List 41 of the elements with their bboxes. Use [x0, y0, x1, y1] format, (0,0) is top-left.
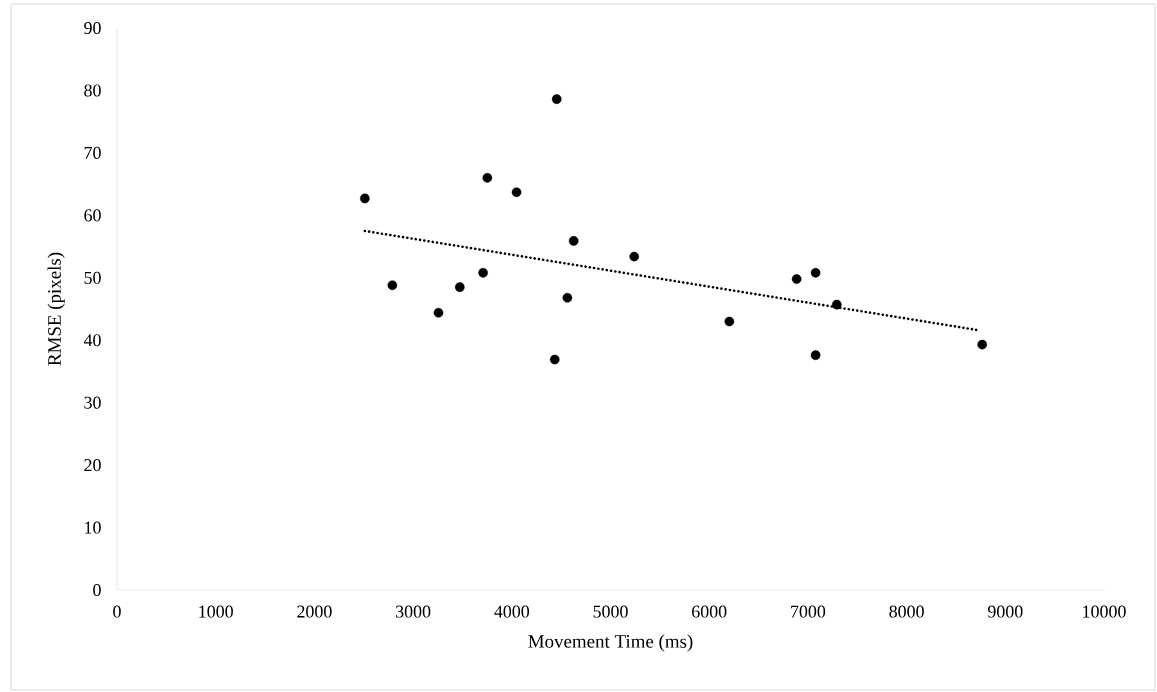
y-tick-label: 50	[84, 271, 101, 284]
point	[551, 94, 562, 104]
x-tick-label: 3000	[396, 605, 431, 618]
point	[482, 173, 493, 183]
point	[791, 274, 802, 284]
x-tick-label: 2000	[297, 605, 332, 618]
point	[810, 350, 821, 360]
point	[629, 251, 639, 262]
point	[568, 236, 579, 246]
point	[433, 307, 444, 318]
y-tick-label: 80	[84, 84, 101, 97]
point	[511, 187, 522, 198]
x-tick-label: 8000	[889, 605, 924, 618]
y-tick-label: 40	[83, 334, 101, 347]
y-tick-label: 0	[93, 583, 101, 597]
point	[810, 267, 821, 278]
y-tick-label: 30	[84, 396, 101, 409]
point	[478, 267, 488, 278]
x-tick-label: 1000	[199, 605, 233, 618]
x-tick-label: 0	[113, 605, 121, 618]
y-tick-label: 20	[84, 459, 101, 472]
y-tick-label: 90	[84, 21, 101, 35]
point	[562, 292, 573, 303]
point	[977, 339, 988, 350]
y-tick-label: 10	[85, 521, 101, 534]
x-tick-label: 4000	[494, 605, 530, 618]
x-tick-label: 5000	[593, 605, 628, 618]
x-tick-label: 9000	[987, 605, 1023, 618]
y-tick-label: 60	[84, 209, 101, 222]
y-axis-title: RMSE (pixels)	[47, 252, 65, 366]
x-tick-label: 6000	[692, 605, 727, 618]
point	[724, 316, 735, 327]
x-axis-title: Movement Time (ms)	[528, 634, 693, 652]
point	[454, 282, 465, 292]
point	[832, 299, 842, 310]
point	[549, 354, 560, 365]
y-tick-label: 70	[84, 146, 101, 159]
point	[360, 193, 370, 204]
x-tick-label: 7000	[791, 605, 826, 618]
x-tick-label: 10000	[1083, 605, 1126, 618]
point	[387, 280, 398, 291]
